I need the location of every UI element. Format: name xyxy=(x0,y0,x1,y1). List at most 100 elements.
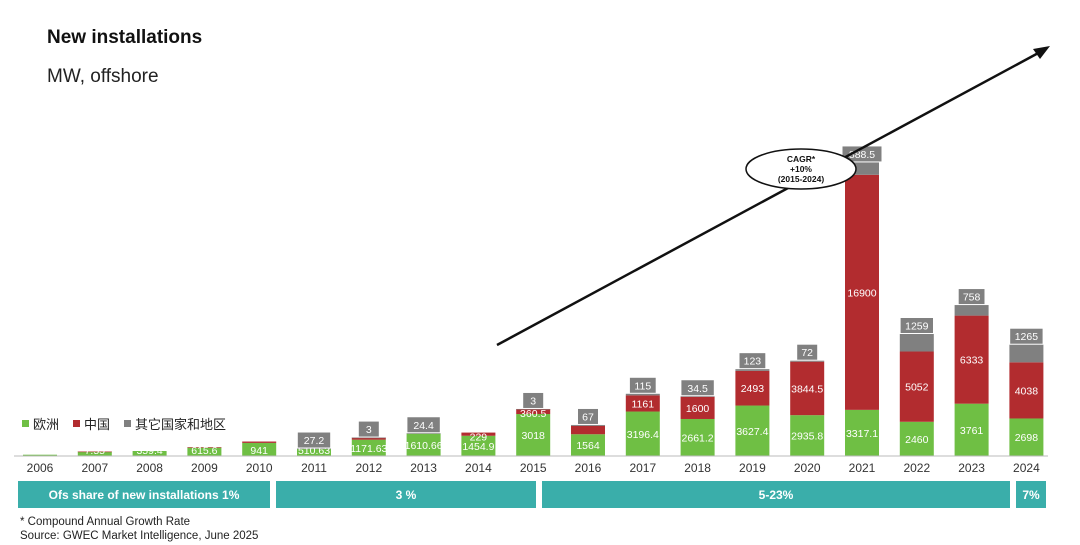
data-label-other-2015: 3 xyxy=(530,395,536,407)
bar-europe-2024 xyxy=(1009,418,1044,456)
bar-europe-2009 xyxy=(187,447,222,456)
cagr-label: CAGR* xyxy=(787,154,816,164)
bar-china-2022 xyxy=(899,351,934,422)
data-label-china-2015: 360.5 xyxy=(520,408,546,420)
data-label-europe-2017: 3196.4 xyxy=(627,429,659,441)
x-tick-label-2011: 2011 xyxy=(301,461,327,475)
bar-europe-2011 xyxy=(297,448,331,456)
x-tick-label-2014: 2014 xyxy=(465,461,492,475)
data-label-other-box-2024 xyxy=(1010,328,1043,344)
data-label-europe-2015: 3018 xyxy=(522,430,546,442)
trend-line xyxy=(496,49,1043,347)
bar-other-2020 xyxy=(790,360,825,362)
x-tick-label-2018: 2018 xyxy=(684,461,711,475)
x-tick-label-2010: 2010 xyxy=(246,461,273,475)
data-label-china-2020: 3844.5 xyxy=(791,383,823,395)
bar-china-2015 xyxy=(516,409,551,415)
data-label-europe-2023: 3761 xyxy=(960,425,984,437)
data-label-europe-2022: 2460 xyxy=(905,434,929,446)
data-label-china-2014: 229 xyxy=(470,432,488,444)
data-label-china-2022: 5052 xyxy=(905,382,929,394)
data-label-other-box-2011 xyxy=(297,432,331,448)
x-tick-label-2017: 2017 xyxy=(629,461,656,475)
data-label-other-box-2016 xyxy=(578,408,598,424)
trend-arrowhead xyxy=(1033,46,1050,59)
data-label-china-2021: 16900 xyxy=(847,287,876,299)
data-label-china-2024: 4038 xyxy=(1015,385,1039,397)
bar-other-2022 xyxy=(899,334,934,352)
cagr-ellipse xyxy=(745,148,857,190)
data-label-other-box-2012 xyxy=(358,421,379,437)
x-tick-label-2020: 2020 xyxy=(794,461,821,475)
legend-swatch-china xyxy=(73,420,81,427)
bar-china-2024 xyxy=(1009,362,1044,419)
bar-europe-2015 xyxy=(516,414,551,456)
bar-europe-2008 xyxy=(132,451,167,456)
legend-label-china: 中国 xyxy=(84,417,111,432)
data-label-europe-2024: 2698 xyxy=(1015,432,1039,444)
x-tick-label-2008: 2008 xyxy=(136,461,163,475)
data-label-other-box-2019 xyxy=(739,353,766,369)
bar-europe-2006 xyxy=(23,454,57,456)
bar-china-2007 xyxy=(77,451,112,453)
x-tick-label-2019: 2019 xyxy=(739,461,766,475)
data-label-other-2013: 24.4 xyxy=(413,420,434,432)
data-label-europe-2013: 1610.66 xyxy=(405,440,443,452)
x-tick-label-2015: 2015 xyxy=(520,461,547,475)
bar-other-2017 xyxy=(625,393,660,396)
chart-subtitle: MW, offshore xyxy=(47,66,159,87)
bar-china-2020 xyxy=(790,361,825,416)
footnote: * Compound Annual Growth Rate xyxy=(20,516,191,528)
data-label-other-2016: 67 xyxy=(582,411,594,423)
data-label-other-2011: 27.2 xyxy=(304,435,325,447)
bar-europe-2018 xyxy=(680,418,715,456)
chart-title: New installations xyxy=(47,27,203,48)
bar-europe-2016 xyxy=(571,434,605,456)
data-label-europe-2019: 3627.4 xyxy=(736,426,768,438)
x-tick-label-2022: 2022 xyxy=(903,461,930,475)
bar-europe-2023 xyxy=(954,403,989,456)
data-label-other-2018: 34.5 xyxy=(687,383,708,395)
data-label-other-box-2013 xyxy=(407,417,440,433)
x-axis: 2006 2007 2008 2009 2010 2011 2012 2013 2014 2015… xyxy=(14,455,1048,475)
bar-europe-2019 xyxy=(735,405,770,456)
data-label-other-2019: 123 xyxy=(744,356,762,368)
x-tick-label-2006: 2006 xyxy=(27,461,54,475)
bar-other-2023 xyxy=(954,305,989,316)
bar-china-2010 xyxy=(242,441,277,443)
bar-other-2012 xyxy=(351,437,386,439)
data-label-europe-2020: 2935.8 xyxy=(791,431,823,443)
bar-china-2012 xyxy=(351,437,386,440)
x-tick-label-2024: 2024 xyxy=(1013,461,1040,475)
legend: 欧洲 中国 其它国家和地区 xyxy=(22,414,226,433)
bar-europe-2014 xyxy=(461,435,496,456)
cagr-period: (2015-2024) xyxy=(778,174,824,184)
bar-china-2021 xyxy=(845,174,879,410)
bar-europe-2021 xyxy=(845,409,879,456)
data-label-china-2019: 2493 xyxy=(741,383,765,395)
bar-other-2016 xyxy=(571,424,605,426)
data-label-other-2023: 758 xyxy=(963,292,981,304)
data-label-europe-2010: 941 xyxy=(250,445,268,457)
data-label-other-box-2017 xyxy=(629,377,656,393)
data-label-other-2012: 3 xyxy=(366,424,372,436)
legend-item-other: 其它国家和地区 xyxy=(124,414,226,433)
bar-europe-2012 xyxy=(351,439,386,456)
data-label-china-2017: 1161 xyxy=(632,398,655,410)
cagr-value: +10% xyxy=(790,164,812,174)
data-label-europe-2007: 7.55 xyxy=(85,445,106,457)
legend-item-china: 中国 xyxy=(73,414,110,433)
legend-label-other: 其它国家和地区 xyxy=(135,417,227,432)
x-tick-label-2023: 2023 xyxy=(958,461,985,475)
bar-europe-2007 xyxy=(77,451,112,456)
bar-europe-2020 xyxy=(790,415,825,456)
data-label-europe-2021: 3317.1 xyxy=(846,428,878,440)
data-label-europe-2012: 1171.63 xyxy=(350,443,387,455)
trend-arrow xyxy=(496,46,1050,347)
share-bar-1: Ofs share of new installations 1% xyxy=(18,481,270,508)
bar-other-2019 xyxy=(735,369,770,371)
data-label-europe-2014: 1454.9 xyxy=(462,441,494,453)
bar-other-2013 xyxy=(406,433,441,434)
